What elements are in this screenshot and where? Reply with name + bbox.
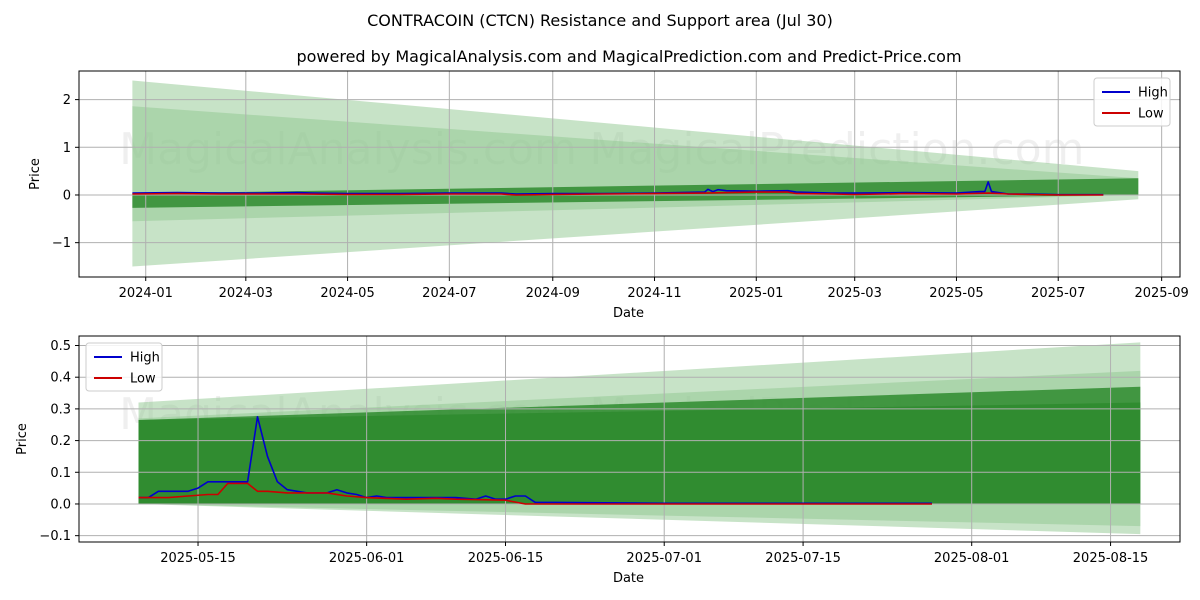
x-tick-label: 2025-07-01 — [626, 551, 702, 566]
grid — [79, 71, 1180, 277]
y-tick-label: 0.5 — [50, 339, 71, 354]
y-tick-label: 0.1 — [50, 466, 71, 481]
legend-label: Low — [1138, 107, 1164, 122]
y-axis-label: Price — [15, 423, 30, 455]
x-tick-label: 2024-01 — [119, 286, 173, 301]
y-tick-label: −0.1 — [39, 529, 71, 544]
axes-frame — [78, 335, 1181, 543]
bottom-chart: MagicalAnalysis.comMagicalPrediction.com… — [15, 335, 1181, 586]
x-tick-label: 2025-01 — [729, 286, 783, 301]
support-band — [138, 402, 1141, 504]
x-tick-label: 2024-05 — [320, 286, 374, 301]
figure-subtitle: powered by MagicalAnalysis.com and Magic… — [296, 47, 961, 66]
y-axis-label: Price — [28, 158, 43, 190]
legend: High Low — [1093, 77, 1171, 127]
legend: High Low — [85, 342, 163, 392]
x-tick-label: 2025-05-15 — [160, 551, 236, 566]
y-tick-label: 0.2 — [50, 434, 71, 449]
support-resistance-bands — [138, 342, 1141, 535]
x-tick-label: 2025-09 — [1134, 286, 1188, 301]
x-tick-label: 2025-07-15 — [765, 551, 841, 566]
legend-label: High — [1138, 86, 1168, 101]
y-tick-label: 1 — [63, 141, 71, 156]
x-axis-label: Date — [613, 306, 644, 321]
legend-label: High — [130, 351, 160, 366]
axes-frame — [78, 70, 1181, 278]
x-tick-label: 2024-07 — [422, 286, 476, 301]
grid — [79, 336, 1180, 542]
y-tick-label: 0.4 — [50, 371, 71, 386]
y-tick-label: −1 — [52, 236, 71, 251]
y-tick-label: 0.3 — [50, 402, 71, 417]
x-tick-label: 2025-07 — [1031, 286, 1085, 301]
y-tick-label: 0.0 — [50, 497, 71, 512]
series-low-line — [138, 482, 932, 505]
x-tick-label: 2025-06-15 — [468, 551, 544, 566]
x-tick-label: 2025-05 — [929, 286, 983, 301]
x-tick-label: 2024-09 — [526, 286, 580, 301]
x-tick-label: 2025-08-15 — [1073, 551, 1149, 566]
figure-title: CONTRACOIN (CTCN) Resistance and Support… — [367, 11, 833, 30]
x-tick-label: 2025-03 — [828, 286, 882, 301]
series-low-line — [132, 191, 1104, 196]
x-tick-label: 2025-08-01 — [934, 551, 1010, 566]
y-tick-label: 0 — [63, 188, 71, 203]
y-tick-label: 2 — [63, 93, 71, 108]
series-high-line — [132, 181, 1104, 196]
x-tick-label: 2025-06-01 — [329, 551, 405, 566]
x-axis-label: Date — [613, 571, 644, 586]
x-tick-label: 2024-11 — [627, 286, 681, 301]
legend-label: Low — [130, 372, 156, 387]
x-tick-label: 2024-03 — [219, 286, 273, 301]
top-chart: MagicalAnalysis.comMagicalPrediction.com… — [28, 70, 1189, 321]
